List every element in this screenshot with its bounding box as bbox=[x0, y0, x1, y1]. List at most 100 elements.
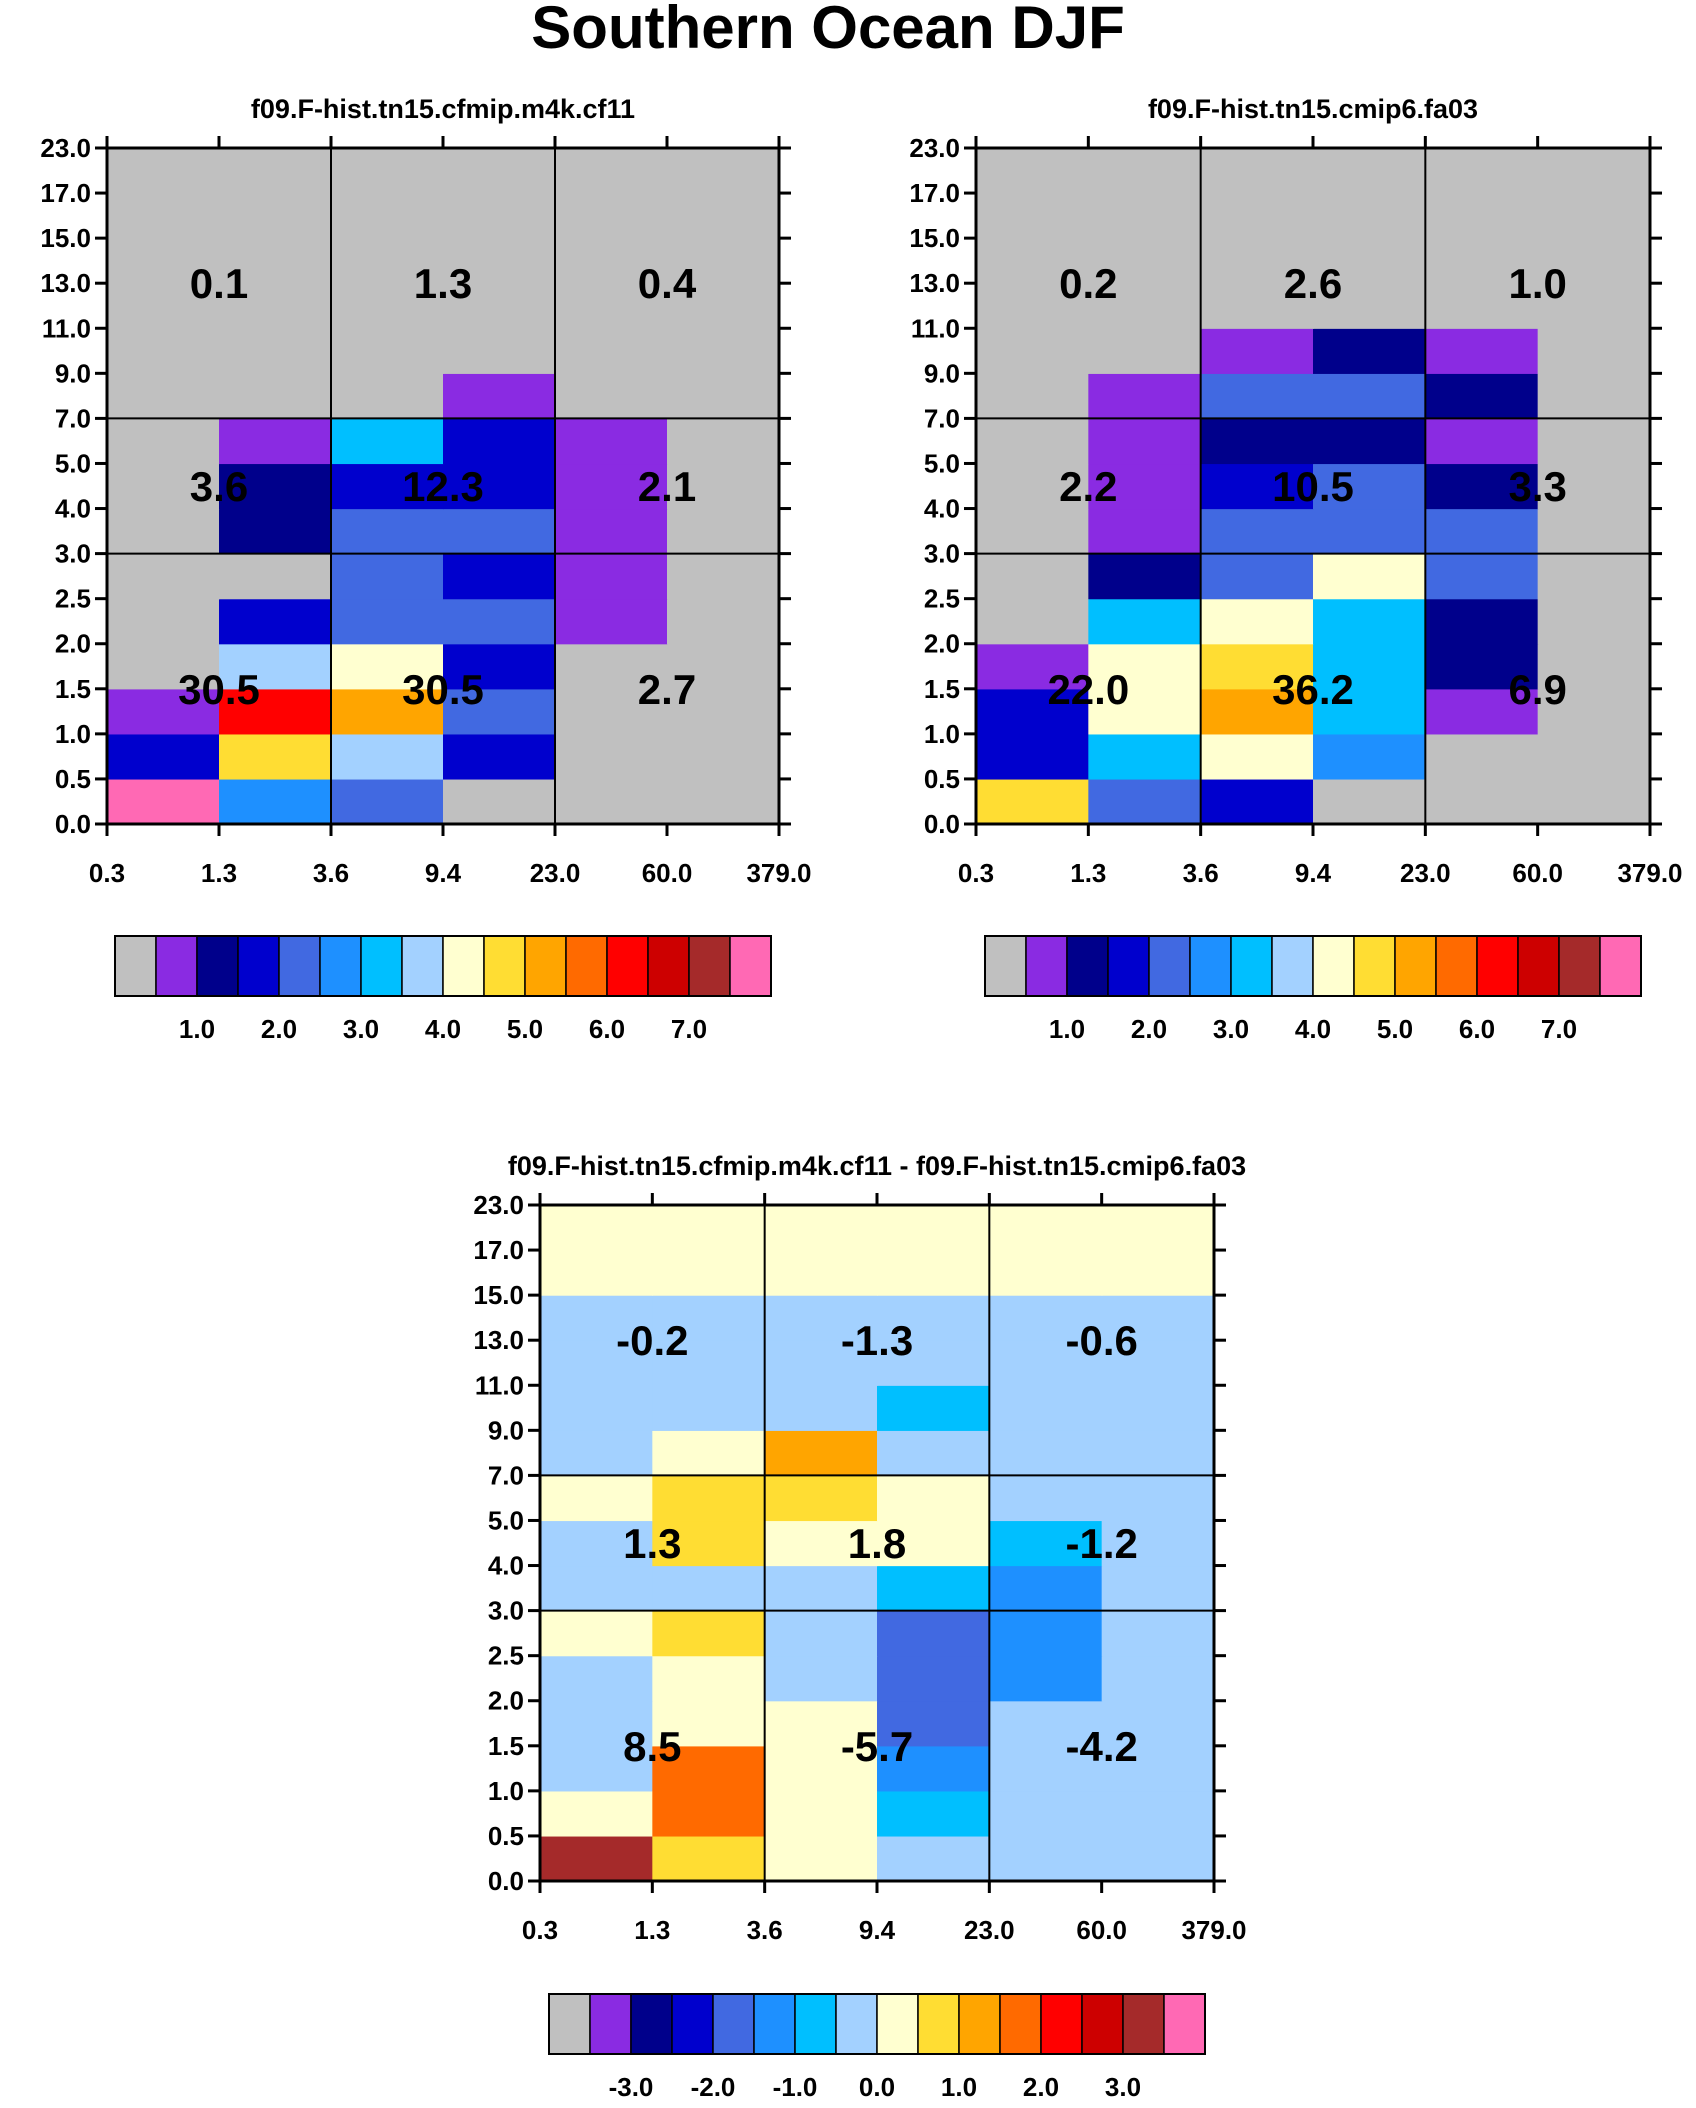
colorbar-box bbox=[984, 935, 1027, 997]
y-tick-label: 23.0 bbox=[909, 133, 960, 163]
colorbar-label: 0.0 bbox=[859, 2072, 895, 2102]
colorbar: 1.0 2.0 3.0 4.0 5.0 6.0 7.0 bbox=[984, 935, 1642, 1044]
heatmap-cell bbox=[1537, 283, 1651, 329]
heatmap-cell bbox=[1313, 283, 1426, 329]
heatmap-cell bbox=[540, 1340, 653, 1386]
colorbar-box bbox=[1394, 935, 1437, 997]
heatmap-cell bbox=[1200, 238, 1314, 284]
heatmap-cell bbox=[989, 1790, 1103, 1837]
region-value-label: 22.0 bbox=[1047, 666, 1129, 713]
y-tick-label: 4.0 bbox=[924, 494, 960, 524]
heatmap-cell bbox=[877, 1340, 990, 1386]
heatmap-cell bbox=[1425, 733, 1539, 780]
colorbar-box bbox=[671, 1993, 714, 2055]
colorbar-box bbox=[196, 935, 239, 997]
colorbar-label: 1.0 bbox=[941, 2072, 977, 2102]
heatmap-cell bbox=[989, 1835, 1103, 1882]
heatmap-cell bbox=[331, 328, 444, 374]
heatmap-cell bbox=[555, 238, 668, 284]
panel-2: f09.F-hist.tn15.cmip6.fa03 0.0 0.5 1.0 1.5 2.… bbox=[909, 94, 1682, 1044]
region-value-label: 30.5 bbox=[178, 666, 260, 713]
heatmap-cell bbox=[667, 598, 780, 645]
heatmap-cell bbox=[667, 373, 780, 419]
heatmap-cell bbox=[443, 733, 556, 780]
heatmap-cell bbox=[877, 1790, 990, 1837]
heatmap-cell bbox=[1200, 508, 1314, 555]
panel-title: f09.F-hist.tn15.cfmip.m4k.cf11 - f09.F-h… bbox=[508, 1151, 1246, 1181]
x-tick-label: 379.0 bbox=[1617, 858, 1682, 888]
heatmap-cell bbox=[989, 1610, 1103, 1657]
heatmap-cell bbox=[989, 1250, 1103, 1296]
heatmap-cell bbox=[555, 283, 668, 329]
colorbar-box bbox=[753, 1993, 796, 2055]
heatmap-cell bbox=[1200, 598, 1314, 645]
heatmap-cell bbox=[1537, 373, 1651, 419]
heatmap-cell bbox=[764, 1745, 878, 1792]
heatmap-cell bbox=[443, 238, 556, 284]
heatmap-cell bbox=[1200, 148, 1314, 194]
heatmap-cell bbox=[764, 1250, 878, 1296]
colorbar-label: 2.0 bbox=[1023, 2072, 1059, 2102]
heatmap-cell bbox=[1425, 148, 1539, 194]
heatmap-cell bbox=[555, 193, 668, 239]
heatmap-cell bbox=[107, 643, 220, 690]
heatmap-cell bbox=[1101, 1250, 1215, 1296]
region-value-label: 10.5 bbox=[1272, 463, 1354, 510]
colorbar-box bbox=[1435, 935, 1478, 997]
colorbar-box bbox=[729, 935, 772, 997]
heatmap-cell bbox=[540, 1520, 653, 1567]
y-tick-label: 0.0 bbox=[55, 809, 91, 839]
heatmap-cell bbox=[219, 328, 332, 374]
heatmap-cell bbox=[219, 778, 332, 825]
heatmap-cell bbox=[1537, 553, 1651, 600]
panels: f09.F-hist.tn15.cfmip.m4k.cf110.00.51.01… bbox=[40, 94, 1682, 2102]
y-tick-label: 17.0 bbox=[40, 178, 91, 208]
colorbar-label: 7.0 bbox=[671, 1014, 707, 1044]
heatmap-cell bbox=[989, 1205, 1103, 1251]
heatmap-cell bbox=[555, 643, 668, 690]
heatmap-cell bbox=[764, 1205, 878, 1251]
y-tick-label: 9.0 bbox=[55, 358, 91, 388]
heatmap-cell bbox=[1313, 778, 1426, 825]
heatmap-cell bbox=[219, 418, 332, 465]
heatmap-cell bbox=[877, 1295, 990, 1341]
y-tick-label: 9.0 bbox=[488, 1415, 524, 1445]
panel-title: f09.F-hist.tn15.cmip6.fa03 bbox=[1148, 94, 1478, 124]
colorbar-label: 3.0 bbox=[343, 1014, 379, 1044]
heatmap-cell bbox=[555, 553, 668, 600]
y-tick-label: 0.0 bbox=[488, 1866, 524, 1896]
colorbar-box bbox=[237, 935, 280, 997]
heatmap-cell bbox=[1101, 1430, 1215, 1476]
heatmap-cell bbox=[219, 733, 332, 780]
heatmap-cell bbox=[1088, 598, 1202, 645]
colorbar-box bbox=[876, 1993, 919, 2055]
heatmap-cell bbox=[555, 688, 668, 735]
colorbar-label: 5.0 bbox=[1377, 1014, 1413, 1044]
y-tick-label: 0.0 bbox=[924, 809, 960, 839]
heatmap-cell bbox=[1088, 463, 1202, 510]
x-tick-label: 0.3 bbox=[89, 858, 125, 888]
heatmap-cell bbox=[1313, 418, 1426, 465]
heatmap-cell bbox=[1313, 508, 1426, 555]
heatmap-cell bbox=[1537, 418, 1651, 465]
heatmap-cell bbox=[1101, 1790, 1215, 1837]
heatmap-cell bbox=[331, 148, 444, 194]
y-tick-label: 7.0 bbox=[488, 1460, 524, 1490]
y-tick-label: 15.0 bbox=[40, 223, 91, 253]
colorbar-box bbox=[589, 1993, 632, 2055]
colorbar-box bbox=[565, 935, 608, 997]
heatmap-cell bbox=[1537, 463, 1651, 510]
heatmap-cell bbox=[989, 1385, 1103, 1431]
region-value-label: 12.3 bbox=[402, 463, 484, 510]
heatmap-cell bbox=[989, 1745, 1103, 1792]
colorbar-frame bbox=[984, 935, 1642, 997]
heatmap-cell bbox=[667, 733, 780, 780]
heatmap-cell bbox=[540, 1835, 653, 1882]
colorbar-box bbox=[401, 935, 444, 997]
heatmap-cell bbox=[764, 1520, 878, 1567]
heatmap-cell bbox=[107, 373, 220, 419]
heatmap-cell bbox=[652, 1520, 766, 1567]
heatmap-cell bbox=[1313, 598, 1426, 645]
heatmap-cell bbox=[1088, 508, 1202, 555]
heatmap-cell bbox=[976, 283, 1089, 329]
